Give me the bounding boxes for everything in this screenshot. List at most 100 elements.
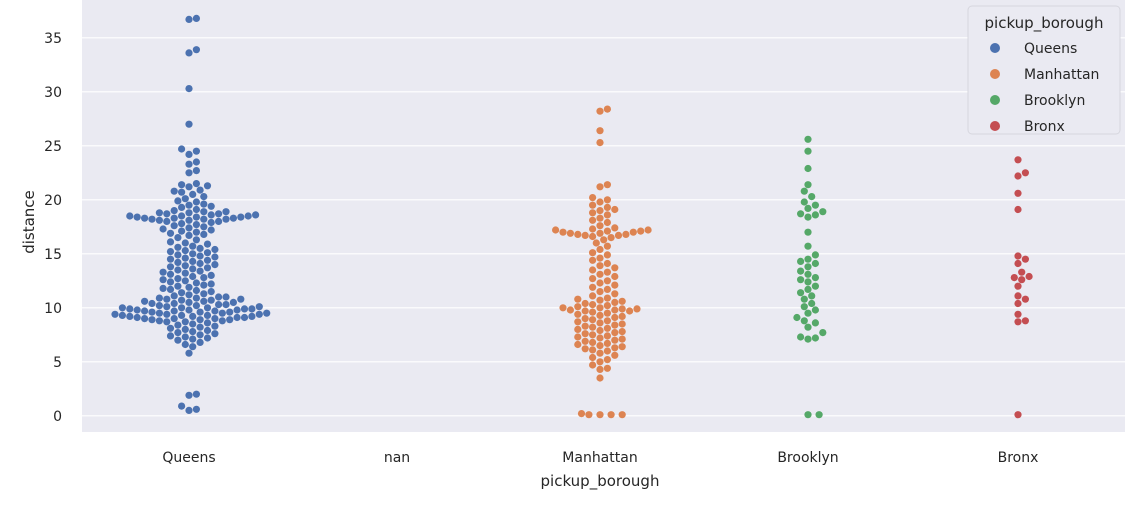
data-point	[603, 211, 612, 219]
x-tick-label: Brooklyn	[777, 450, 838, 466]
data-point	[207, 271, 215, 279]
data-point	[811, 251, 820, 259]
data-point	[192, 198, 200, 206]
data-point	[626, 307, 634, 315]
data-point	[163, 210, 171, 218]
data-point	[603, 251, 612, 259]
data-point	[589, 301, 597, 309]
data-point	[178, 402, 186, 410]
data-point	[155, 309, 163, 317]
data-point	[240, 313, 249, 322]
data-point	[192, 147, 200, 155]
data-point	[248, 312, 256, 320]
data-point	[133, 213, 141, 221]
data-point	[178, 188, 186, 196]
data-point	[207, 226, 215, 234]
data-point	[178, 145, 186, 153]
data-point	[170, 214, 178, 222]
data-point	[192, 221, 200, 229]
data-point	[574, 230, 582, 238]
data-point	[203, 326, 212, 335]
data-point	[126, 305, 134, 313]
data-point	[596, 222, 604, 230]
data-point	[1018, 276, 1026, 284]
data-point	[215, 210, 223, 218]
data-point	[178, 304, 186, 312]
data-point	[804, 278, 812, 286]
data-point	[163, 217, 171, 225]
data-point	[603, 356, 612, 364]
x-tick-labels: Queens nan Manhattan Brooklyn Bronx	[162, 450, 1038, 466]
data-point	[203, 319, 212, 327]
data-point	[185, 160, 193, 168]
data-point	[804, 285, 812, 293]
data-point	[603, 309, 612, 317]
data-point	[600, 236, 608, 244]
data-point	[196, 323, 204, 331]
data-point	[178, 311, 186, 319]
data-point	[574, 295, 582, 303]
data-point	[185, 231, 193, 239]
data-point	[207, 288, 215, 296]
data-point	[811, 259, 820, 268]
data-point	[148, 299, 156, 308]
data-point	[603, 242, 612, 250]
data-point	[596, 319, 604, 327]
data-point	[174, 321, 182, 329]
data-point	[804, 263, 812, 271]
data-point	[203, 256, 212, 264]
data-point	[577, 410, 586, 418]
data-point	[200, 223, 208, 231]
data-point	[611, 351, 619, 359]
x-tick-label: nan	[384, 450, 410, 466]
data-point	[163, 303, 171, 311]
data-point	[1014, 205, 1022, 214]
data-point	[196, 267, 204, 275]
data-point	[166, 278, 175, 286]
data-point	[192, 228, 200, 236]
data-point	[174, 234, 182, 242]
data-point	[170, 307, 178, 315]
data-point	[166, 263, 175, 271]
data-point	[207, 211, 215, 219]
data-point	[181, 254, 189, 262]
data-point	[222, 301, 230, 309]
data-point	[200, 281, 208, 289]
data-point	[196, 308, 204, 316]
data-point	[211, 253, 219, 261]
data-point	[185, 15, 193, 23]
data-point	[603, 227, 612, 235]
data-point	[181, 247, 189, 255]
data-point	[178, 220, 186, 228]
data-point	[185, 150, 193, 158]
y-tick-label: 30	[44, 85, 62, 101]
data-point	[255, 310, 263, 318]
data-point	[218, 317, 226, 325]
data-point	[189, 257, 197, 265]
data-point	[589, 201, 597, 209]
data-point	[611, 264, 619, 272]
data-point	[189, 272, 197, 281]
data-point	[185, 224, 193, 232]
data-point	[804, 164, 812, 173]
data-point	[185, 291, 193, 299]
data-point	[596, 349, 604, 357]
data-point	[1018, 268, 1026, 276]
data-point	[1010, 274, 1018, 282]
data-point	[196, 252, 204, 260]
data-point	[163, 310, 171, 318]
data-point	[166, 248, 175, 256]
data-point	[1014, 259, 1022, 268]
data-point	[203, 334, 212, 342]
data-point	[596, 411, 604, 419]
legend-label: Brooklyn	[1024, 93, 1085, 109]
data-point	[611, 344, 619, 352]
data-point	[118, 304, 126, 312]
data-point	[589, 275, 597, 283]
data-point	[185, 49, 193, 57]
data-point	[181, 333, 189, 341]
data-point	[148, 308, 156, 316]
data-point	[581, 337, 589, 345]
data-point	[237, 213, 245, 221]
data-point	[200, 215, 208, 223]
